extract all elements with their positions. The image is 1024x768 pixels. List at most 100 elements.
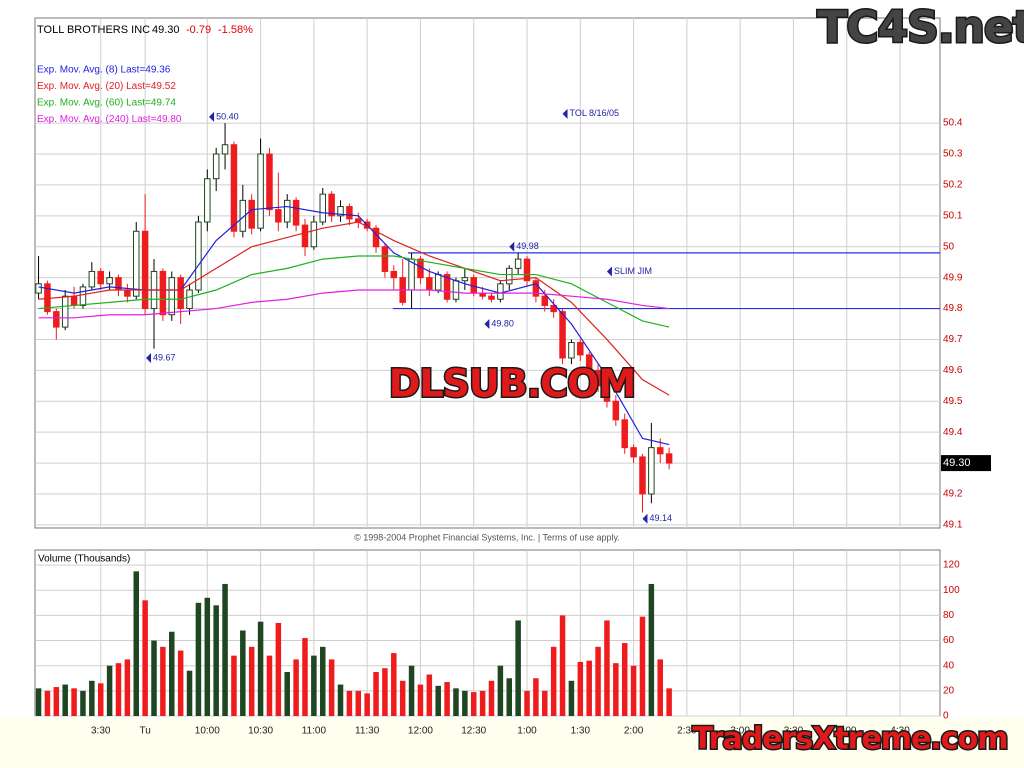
- volume-bar: [151, 640, 157, 716]
- x-tick-label: 11:30: [355, 726, 380, 737]
- y-tick-label: 49.8: [943, 303, 963, 314]
- x-tick-label: 2:00: [624, 726, 644, 737]
- volume-bar: [62, 684, 68, 716]
- y-tick-label: 50.2: [943, 180, 963, 191]
- candle-body: [532, 280, 540, 297]
- volume-tick-label: 40: [943, 660, 955, 671]
- y-tick-label: 50.1: [943, 210, 963, 221]
- volume-bar: [257, 621, 264, 716]
- annotation: 49.80: [491, 318, 514, 328]
- watermark: DLSUB.COM: [389, 362, 635, 406]
- volume-bar: [470, 692, 477, 716]
- x-tick-label: 3:00: [730, 726, 750, 737]
- candle-body: [656, 447, 664, 455]
- volume-bar: [391, 653, 397, 716]
- volume-bar: [169, 631, 175, 716]
- price-panel: [34, 17, 941, 529]
- candle-body: [328, 193, 335, 217]
- candle-body: [434, 274, 442, 291]
- candle-body: [381, 246, 389, 272]
- x-tick-label: 12:30: [461, 726, 486, 737]
- x-tick-label: 4:30: [890, 726, 910, 737]
- volume-bar: [106, 665, 113, 716]
- legend-entry: Exp. Mov. Avg. (240) Last=49.80: [37, 114, 182, 125]
- volume-bar: [319, 646, 326, 716]
- volume-bar: [559, 615, 566, 716]
- candle-body: [239, 199, 247, 232]
- volume-bar: [328, 659, 335, 716]
- x-tick-label: 3:30: [91, 726, 111, 737]
- annotation: 49.98: [516, 241, 539, 251]
- annotation-arrow: [509, 241, 515, 252]
- volume-bar: [550, 646, 557, 716]
- candle-body: [612, 400, 620, 421]
- ema-line: [38, 221, 670, 396]
- volume-bar: [444, 682, 450, 716]
- change-pct: -1.58%: [218, 24, 253, 36]
- candle-body: [177, 277, 184, 310]
- volume-bar: [275, 622, 282, 716]
- volume-bar: [621, 643, 628, 716]
- annotation: SLIM JIM: [614, 266, 652, 276]
- volume-bar: [568, 680, 575, 716]
- volume-bar: [195, 602, 202, 716]
- candle-body: [337, 206, 344, 217]
- legend-entry: Exp. Mov. Avg. (20) Last=49.52: [37, 81, 176, 92]
- volume-bar: [266, 655, 273, 716]
- candle-body: [186, 289, 193, 310]
- legend-entry: Exp. Mov. Avg. (60) Last=49.74: [37, 98, 176, 109]
- volume-bar: [462, 690, 468, 716]
- x-tick-label: 12:00: [408, 726, 433, 737]
- copyright: © 1998-2004 Prophet Financial Systems, I…: [354, 532, 620, 542]
- last-price-label: 49.30: [943, 457, 971, 469]
- volume-bar: [577, 661, 584, 716]
- volume-bar: [293, 659, 299, 716]
- volume-bar: [53, 687, 60, 716]
- volume-bar: [435, 685, 441, 716]
- volume-bar: [337, 684, 344, 716]
- candle-body: [141, 230, 149, 310]
- volume-bar: [355, 690, 362, 716]
- volume-bar: [248, 646, 255, 716]
- change: -0.79: [186, 24, 211, 36]
- y-tick-label: 49.7: [943, 334, 963, 345]
- candle-body: [550, 304, 557, 313]
- candle-body: [523, 258, 531, 282]
- volume-bar: [453, 688, 459, 716]
- candle-body: [88, 270, 96, 288]
- volume-bar: [231, 655, 237, 716]
- annotation: 49.67: [153, 352, 176, 362]
- volume-bar: [97, 683, 104, 716]
- candle-body: [168, 277, 176, 316]
- candle-body: [639, 456, 646, 495]
- candle-body: [514, 258, 522, 269]
- volume-bar: [639, 616, 646, 716]
- plot: [35, 123, 940, 716]
- volume-bar: [177, 650, 184, 716]
- watermark: TC4S.net: [817, 2, 1024, 53]
- candle-body: [506, 267, 513, 285]
- volume-bar: [35, 688, 42, 716]
- grid: 3:30 Tu 10:00 10:30 11:00 11:30 12:00 12:30 1:00…: [35, 18, 963, 737]
- volume-bar: [648, 583, 655, 716]
- volume-bar: [142, 600, 148, 716]
- candle-body: [346, 206, 353, 220]
- candle-body: [426, 277, 433, 291]
- annotation-arrow: [642, 513, 648, 524]
- overlay: Exp. Mov. Avg. (8) Last=49.36 Exp. Mov. A…: [37, 1, 1024, 759]
- candle-body: [124, 289, 131, 297]
- candle-body: [301, 224, 309, 248]
- volume-tick-label: 60: [943, 635, 955, 646]
- volume-bar: [302, 638, 308, 716]
- candle-body: [230, 144, 238, 232]
- chart-title: TOLL BROTHERS INC: [37, 24, 150, 36]
- volume-panel: [34, 549, 941, 717]
- candle-body: [132, 230, 140, 297]
- y-tick-label: 49.5: [943, 396, 963, 407]
- legend-entry: Exp. Mov. Avg. (8) Last=49.36: [37, 65, 171, 76]
- candle-body: [443, 274, 451, 300]
- annotation: 49.14: [649, 513, 672, 523]
- volume-bar: [186, 670, 193, 716]
- volume-bar: [399, 680, 406, 716]
- candle-body: [603, 385, 611, 402]
